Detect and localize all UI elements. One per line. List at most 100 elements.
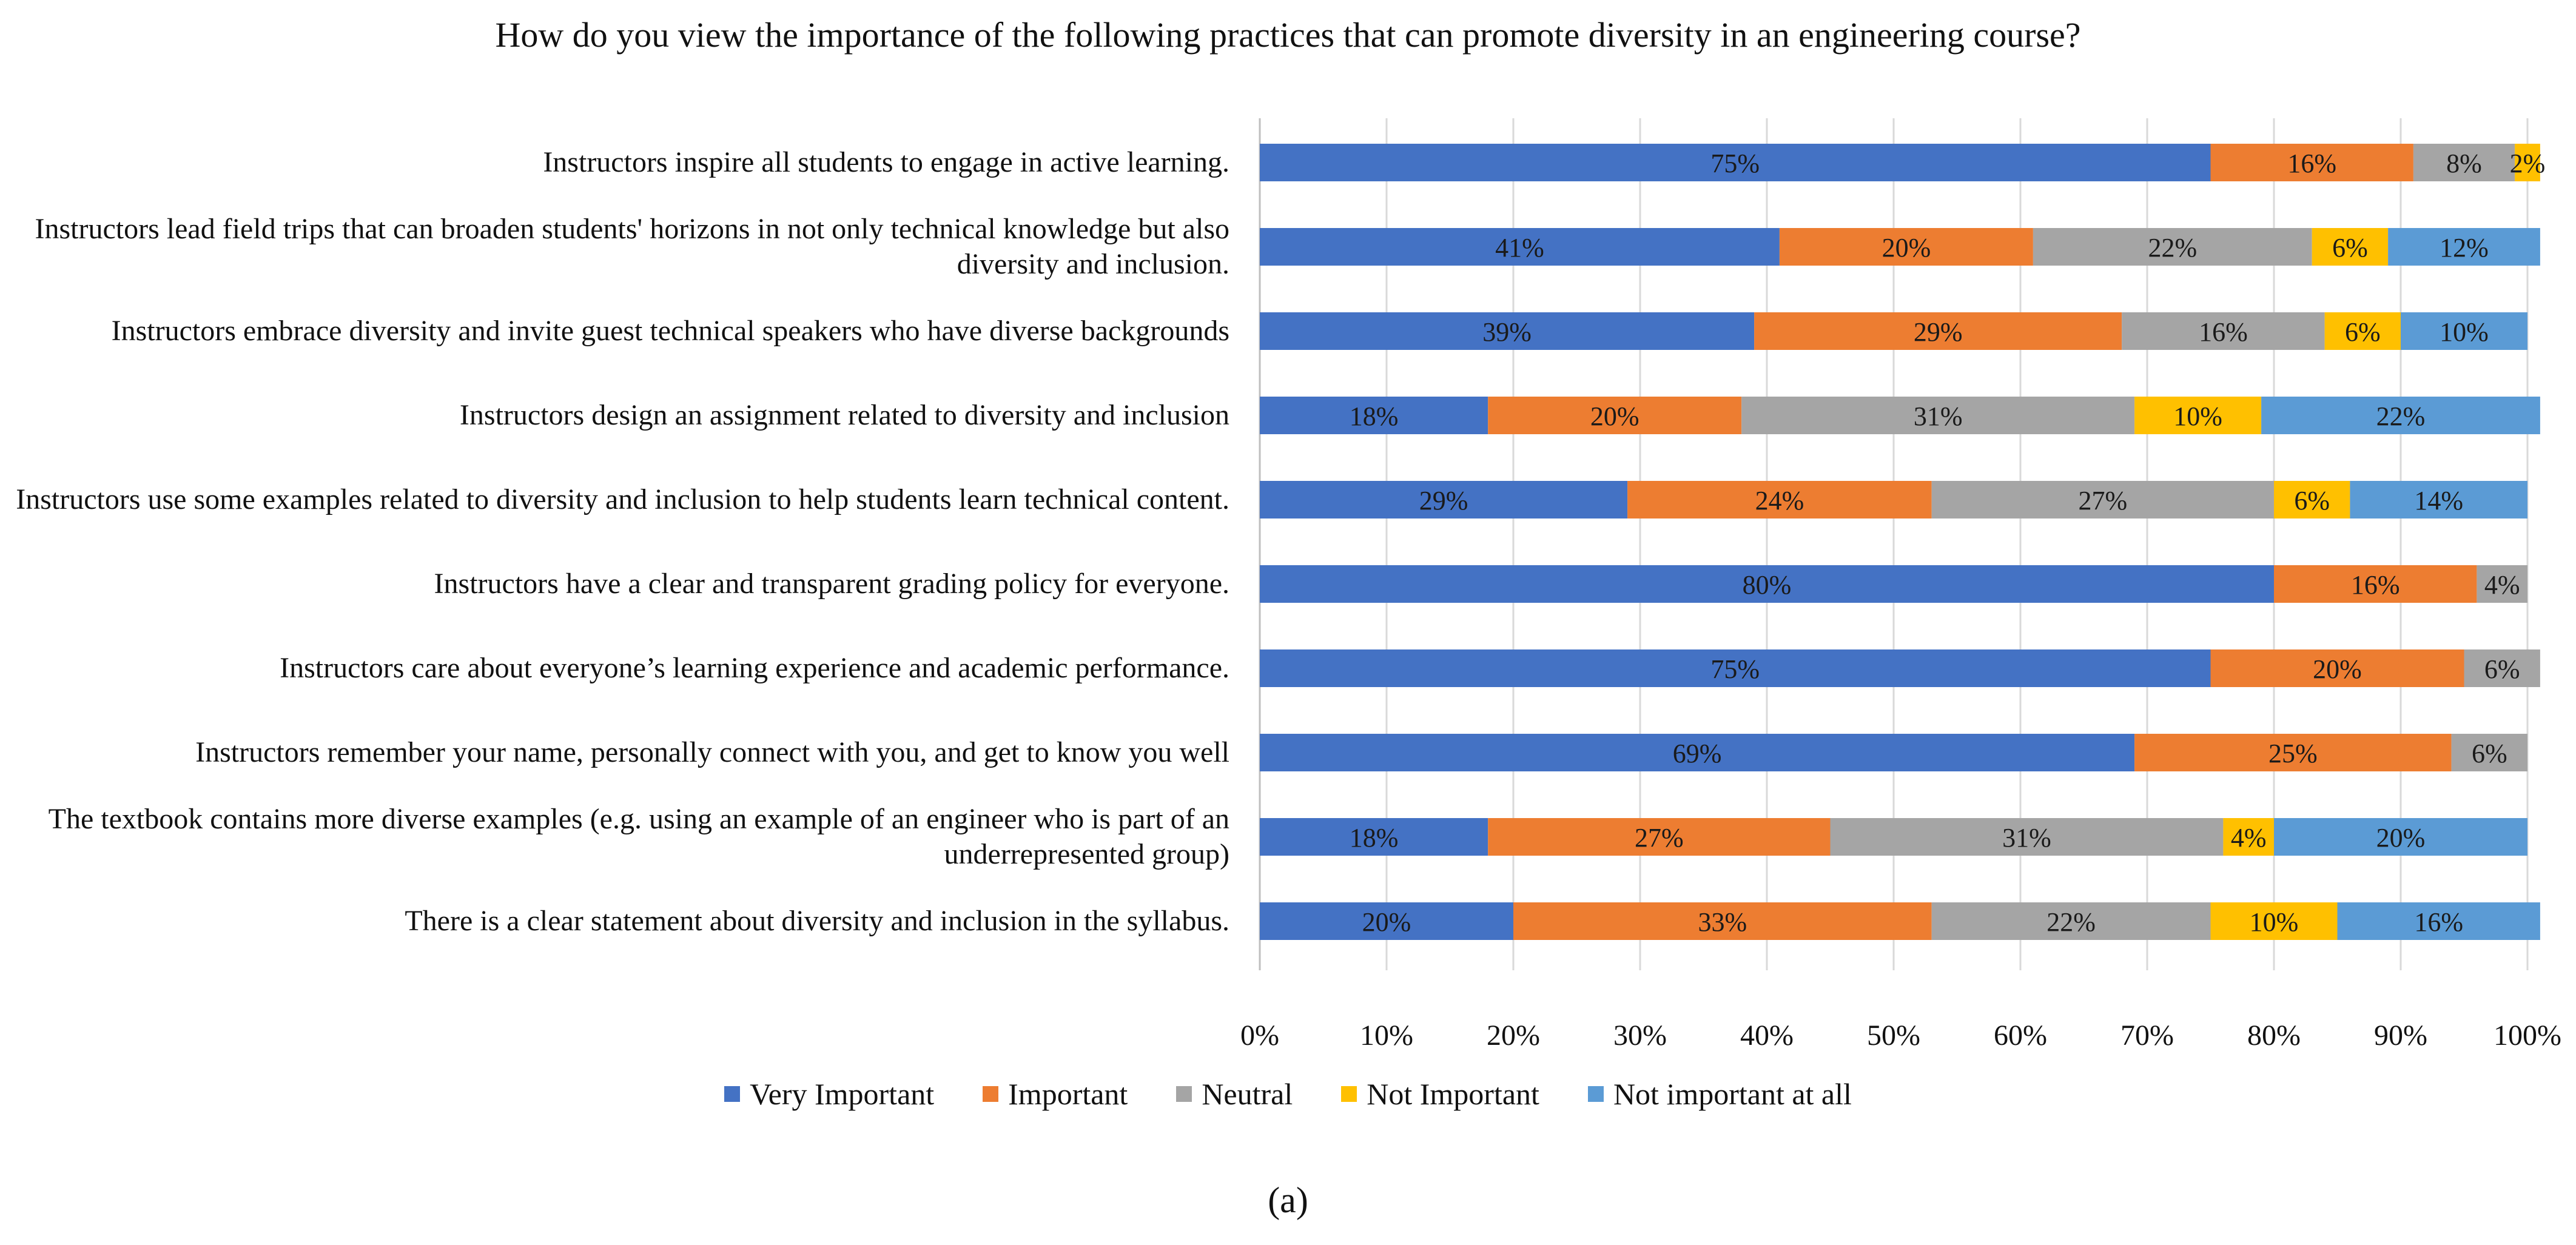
bar-data-label: 6% bbox=[2472, 739, 2507, 768]
bar-data-label: 4% bbox=[2231, 823, 2267, 853]
bar-data-label: 24% bbox=[1755, 486, 1804, 515]
x-tick-label: 70% bbox=[2120, 1019, 2174, 1052]
category-label: Instructors lead field trips that can br… bbox=[35, 213, 1230, 280]
bar-data-label: 12% bbox=[2440, 233, 2489, 263]
category-label: Instructors inspire all students to enga… bbox=[543, 146, 1229, 178]
bar-segment bbox=[1741, 397, 2135, 434]
category-label: Instructors use some examples related to… bbox=[16, 483, 1229, 515]
bar-data-label: 10% bbox=[2173, 401, 2222, 431]
x-tick-label: 60% bbox=[1994, 1019, 2047, 1052]
x-tick-label: 100% bbox=[2494, 1019, 2561, 1052]
bar-segment bbox=[1513, 902, 1932, 940]
bar-segment bbox=[1488, 397, 1742, 434]
legend-swatch bbox=[724, 1086, 741, 1102]
bar-data-label: 33% bbox=[1698, 907, 1747, 937]
bar-data-label: 22% bbox=[2376, 401, 2426, 431]
bar-data-label: 16% bbox=[2287, 149, 2336, 178]
bar-segment bbox=[1931, 481, 2274, 518]
bar-data-label: 75% bbox=[1710, 654, 1760, 684]
bar-segment bbox=[1830, 818, 2224, 856]
bar-data-label: 29% bbox=[1914, 317, 1963, 347]
legend-swatch bbox=[1341, 1086, 1357, 1102]
bar-segment bbox=[1260, 312, 1755, 350]
bar-segment bbox=[2413, 144, 2515, 181]
bars bbox=[1260, 144, 2540, 940]
bar-segment bbox=[1260, 734, 2135, 771]
bar-data-label: 31% bbox=[2002, 823, 2051, 853]
bar-data-label: 75% bbox=[1710, 149, 1760, 178]
bar-data-label: 20% bbox=[1590, 401, 1639, 431]
bar-data-label: 18% bbox=[1350, 823, 1399, 853]
bar-data-label: 22% bbox=[2046, 907, 2096, 937]
category-label: Instructors embrace diversity and invite… bbox=[111, 315, 1229, 347]
bar-data-label: 27% bbox=[1635, 823, 1684, 853]
bar-segment bbox=[2134, 734, 2452, 771]
x-tick-label: 30% bbox=[1613, 1019, 1667, 1052]
category-label: Instructors remember your name, personal… bbox=[195, 736, 1229, 768]
bar-data-label: 16% bbox=[2199, 317, 2248, 347]
legend-label: Neutral bbox=[1202, 1077, 1293, 1111]
bar-data-label: 29% bbox=[1419, 486, 1468, 515]
bar-segment bbox=[1627, 481, 1932, 518]
bar-data-label: 6% bbox=[2294, 486, 2330, 515]
bar-segment bbox=[1931, 902, 2211, 940]
bar-data-label: 6% bbox=[2484, 654, 2520, 684]
category-label: Instructors have a clear and transparent… bbox=[434, 568, 1229, 600]
x-tick-label: 0% bbox=[1240, 1019, 1279, 1052]
legend: Very Important Important Neutral Not Import… bbox=[0, 1076, 2576, 1112]
legend-swatch bbox=[983, 1086, 999, 1102]
bar-data-label: 16% bbox=[2414, 907, 2463, 937]
bar-data-label: 14% bbox=[2414, 486, 2463, 515]
bar-segment bbox=[1754, 312, 2122, 350]
bar-segment bbox=[2134, 397, 2262, 434]
bar-data-label: 39% bbox=[1482, 317, 1532, 347]
bar-data-label: 16% bbox=[2351, 570, 2400, 600]
bar-segment bbox=[2033, 228, 2312, 266]
bar-segment bbox=[1260, 397, 1488, 434]
bar-segment bbox=[2451, 734, 2527, 771]
bar-segment bbox=[1260, 818, 1488, 856]
bar-segment bbox=[2515, 144, 2540, 181]
bar-segment bbox=[2464, 649, 2540, 687]
legend-swatch bbox=[1176, 1086, 1192, 1102]
bar-segment bbox=[2122, 312, 2325, 350]
bar-segment bbox=[2388, 228, 2540, 266]
bar-data-label: 6% bbox=[2332, 233, 2368, 263]
bar-segment bbox=[2350, 481, 2527, 518]
bar-segment bbox=[2261, 397, 2540, 434]
x-tick-label: 90% bbox=[2374, 1019, 2427, 1052]
bar-data-label: 10% bbox=[2250, 907, 2299, 937]
data-labels: 75% 16% 8% 2% 41% 20% 22% 6% 12% 39% 29% 16% 6% 10% 18… bbox=[1350, 149, 2546, 937]
bar-data-label: 27% bbox=[2079, 486, 2128, 515]
bar-segment bbox=[2210, 902, 2338, 940]
bar-data-label: 18% bbox=[1350, 401, 1399, 431]
legend-item: Not Important bbox=[1341, 1076, 1539, 1112]
bar-data-label: 10% bbox=[2440, 317, 2489, 347]
bar-segment bbox=[1260, 565, 2274, 603]
bar-data-label: 22% bbox=[2148, 233, 2197, 263]
bar-data-label: 2% bbox=[2510, 149, 2546, 178]
bar-segment bbox=[2312, 228, 2389, 266]
x-tick-label: 80% bbox=[2247, 1019, 2301, 1052]
bar-segment bbox=[2324, 312, 2401, 350]
bar-data-label: 8% bbox=[2446, 149, 2482, 178]
category-label: Instructors care about everyone’s learni… bbox=[280, 652, 1229, 684]
legend-item: Very Important bbox=[724, 1076, 934, 1112]
bar-segment bbox=[2401, 312, 2527, 350]
bar-segment bbox=[2274, 565, 2477, 603]
bar-segment bbox=[1488, 818, 1831, 856]
bar-segment bbox=[1779, 228, 2033, 266]
bar-segment bbox=[1260, 649, 2211, 687]
bar-segment bbox=[2210, 649, 2464, 687]
bar-segment bbox=[1260, 228, 1780, 266]
bar-segment bbox=[1260, 481, 1628, 518]
bar-segment bbox=[2274, 481, 2350, 518]
category-label: The textbook contains more diverse examp… bbox=[48, 803, 1229, 870]
legend-label: Not Important bbox=[1367, 1077, 1539, 1111]
bar-segment bbox=[2210, 144, 2413, 181]
x-tick-label: 40% bbox=[1740, 1019, 1794, 1052]
chart-title: How do you view the importance of the fo… bbox=[495, 15, 2081, 55]
category-label: Instructors design an assignment related… bbox=[459, 399, 1229, 431]
x-tick-label: 50% bbox=[1867, 1019, 1920, 1052]
